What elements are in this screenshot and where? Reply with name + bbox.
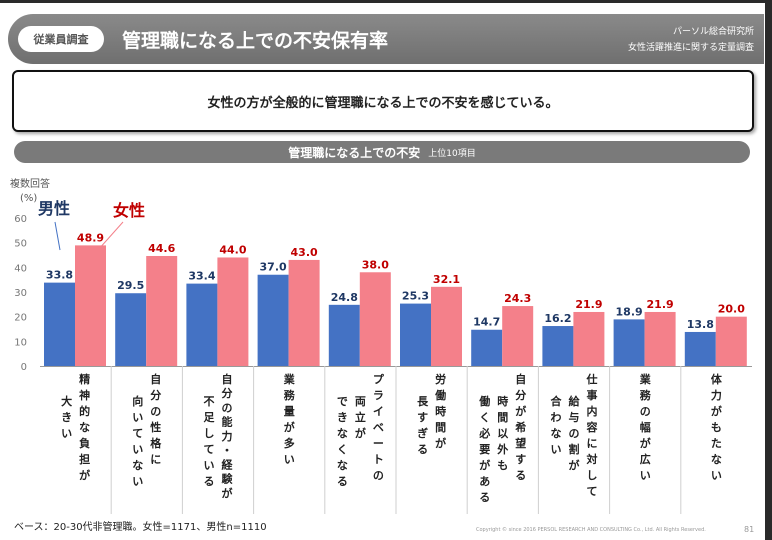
data-label-female: 24.3 bbox=[504, 292, 531, 305]
x-tick-label: 向いていない bbox=[132, 394, 143, 488]
page-title: 管理職になる上での不安保有率 bbox=[122, 30, 389, 52]
x-tick-label: 体力がもたない bbox=[711, 372, 723, 482]
legend-female: 女性 bbox=[113, 201, 145, 220]
x-tick-label: 合わない bbox=[551, 394, 563, 456]
bar-male bbox=[44, 282, 75, 366]
bar-female bbox=[146, 255, 178, 366]
bar-female bbox=[217, 257, 249, 366]
summary-text: 女性の方が全般的に管理職になる上での不安を感じている。 bbox=[207, 95, 559, 111]
data-label-male: 13.8 bbox=[687, 318, 714, 331]
bar-male bbox=[400, 303, 431, 366]
bar-female bbox=[75, 245, 106, 366]
data-label-male: 18.9 bbox=[616, 305, 643, 318]
bar-female bbox=[573, 311, 605, 366]
x-tick-label: 自分の性格に bbox=[150, 372, 162, 466]
x-tick-label: 仕事内容に対して bbox=[586, 372, 598, 498]
chart-title: 管理職になる上での不安 bbox=[288, 145, 421, 160]
x-tick-label: 業務量が多い bbox=[283, 372, 296, 466]
bar-male bbox=[257, 274, 289, 366]
x-tick-label: プライベートの bbox=[373, 372, 385, 482]
chart-header-bar: 管理職になる上での不安 上位10項目 bbox=[14, 141, 750, 163]
bar-female bbox=[359, 272, 391, 366]
org-info: パーソル総合研究所 女性活躍推進に関する定量調査 bbox=[628, 24, 754, 56]
data-label-male: 33.4 bbox=[188, 270, 215, 283]
bar-female bbox=[715, 316, 747, 366]
x-tick-label: 大きい bbox=[61, 394, 72, 440]
x-tick-label: 精神的な負担が bbox=[79, 372, 90, 482]
data-label-female: 38.0 bbox=[362, 258, 389, 271]
data-label-female: 44.0 bbox=[219, 243, 246, 256]
top-border bbox=[0, 0, 772, 3]
y-axis-label: 複数回答 bbox=[10, 177, 50, 190]
x-tick-label: 自分が希望する bbox=[514, 372, 526, 482]
header-bar bbox=[8, 14, 764, 64]
bar-male bbox=[613, 319, 645, 366]
org-name: パーソル総合研究所 bbox=[672, 27, 754, 37]
data-label-male: 37.0 bbox=[260, 261, 287, 274]
x-tick-label: 労働時間が bbox=[434, 372, 446, 450]
x-tick-label: 両立が bbox=[355, 395, 366, 440]
y-tick-label: 40 bbox=[14, 263, 27, 274]
bar-male bbox=[684, 331, 716, 366]
x-tick-label: 業務の幅が広い bbox=[639, 372, 652, 482]
bar-female bbox=[502, 306, 534, 366]
bar-female bbox=[431, 286, 462, 366]
data-label-female: 32.1 bbox=[433, 273, 460, 286]
summary-box: 女性の方が全般的に管理職になる上での不安を感じている。 bbox=[12, 70, 754, 132]
data-label-female: 43.0 bbox=[291, 246, 318, 259]
y-tick-label: 50 bbox=[14, 239, 27, 250]
bar-male bbox=[115, 293, 147, 366]
data-label-male: 14.7 bbox=[473, 316, 500, 329]
legend-female-pointer bbox=[97, 221, 124, 251]
y-tick-label: 30 bbox=[14, 288, 27, 299]
y-tick-label: 10 bbox=[14, 337, 27, 348]
x-tick-label: 長すぎる bbox=[417, 395, 429, 456]
data-label-male: 16.2 bbox=[544, 312, 571, 325]
legend-male: 男性 bbox=[38, 199, 70, 218]
y-tick-label: 20 bbox=[14, 313, 27, 324]
bar-male bbox=[471, 329, 503, 366]
x-tick-label: 給与の割が bbox=[569, 394, 581, 472]
data-label-female: 44.6 bbox=[148, 242, 175, 255]
chart-subtitle: 上位10項目 bbox=[428, 148, 476, 159]
bar-male bbox=[186, 283, 218, 366]
survey-badge: 従業員調査 bbox=[18, 26, 104, 52]
base-note: ベース：20-30代非管理職。女性=1171、男性n=1110 bbox=[14, 522, 267, 533]
data-label-male: 25.3 bbox=[402, 290, 429, 303]
legend-male-pointer bbox=[54, 221, 61, 251]
y-tick-label: 0 bbox=[21, 362, 27, 373]
bar-female bbox=[288, 259, 320, 366]
bar-female bbox=[644, 311, 676, 366]
y-axis-unit: (%) bbox=[20, 193, 37, 204]
data-label-female: 48.9 bbox=[77, 231, 104, 244]
x-tick-label: 働く必要がある bbox=[478, 394, 490, 504]
data-label-male: 29.5 bbox=[117, 279, 144, 292]
data-label-female: 21.9 bbox=[575, 298, 602, 311]
survey-name: 女性活躍推進に関する定量調査 bbox=[627, 43, 754, 53]
data-label-female: 20.0 bbox=[718, 303, 745, 316]
right-border bbox=[765, 0, 772, 540]
copyright: Copyright © since 2016 PERSOL RESEARCH A… bbox=[476, 527, 706, 533]
bar-male bbox=[328, 304, 360, 366]
x-tick-label: できなくなる bbox=[337, 395, 348, 488]
data-label-female: 21.9 bbox=[647, 298, 674, 311]
page-number: 81 bbox=[744, 525, 755, 534]
data-label-male: 24.8 bbox=[331, 291, 358, 304]
x-tick-label: 不足している bbox=[204, 395, 216, 488]
x-tick-label: 時間以外も bbox=[496, 394, 508, 472]
bar-male bbox=[542, 326, 574, 366]
data-label-male: 33.8 bbox=[46, 269, 73, 282]
x-tick-label: 自分の能力・経験が bbox=[222, 372, 234, 500]
y-tick-label: 60 bbox=[14, 214, 27, 225]
